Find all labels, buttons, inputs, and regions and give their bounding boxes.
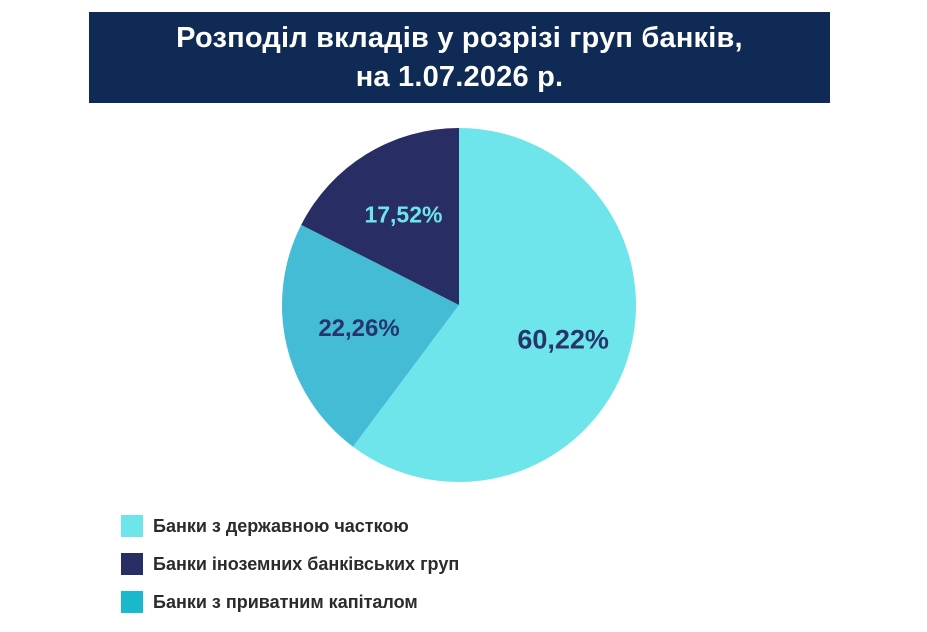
legend-item-private: Банки з приватним капіталом xyxy=(121,583,459,621)
legend-swatch-private xyxy=(121,591,143,613)
title-banner: Розподіл вкладів у розрізі груп банків, … xyxy=(89,12,830,103)
legend-label-foreign: Банки іноземних банківських груп xyxy=(153,553,460,574)
pie-slice-3 xyxy=(301,128,459,305)
pie-slice-label-3: 17,52% xyxy=(364,201,442,227)
pie-slice-1 xyxy=(352,128,636,482)
legend-label-state: Банки з державною часткою xyxy=(153,515,409,536)
chart-title-line-2: на 1.07.2026 р. xyxy=(355,60,564,93)
legend: Банки з державною часткою Банки іноземни… xyxy=(121,507,459,621)
legend-label-private: Банки з приватним капіталом xyxy=(153,591,418,612)
pie-slice-label-2: 22,26% xyxy=(318,315,399,342)
chart-title-line-1: Розподіл вкладів у розрізі груп банків, xyxy=(176,21,743,54)
legend-item-foreign: Банки іноземних банківських груп xyxy=(121,545,459,583)
legend-swatch-foreign xyxy=(121,553,143,575)
legend-item-state: Банки з державною часткою xyxy=(121,507,459,545)
pie-slice-label-1: 60,22% xyxy=(517,325,609,355)
legend-swatch-state xyxy=(121,515,143,537)
pie-slice-2 xyxy=(281,224,459,447)
